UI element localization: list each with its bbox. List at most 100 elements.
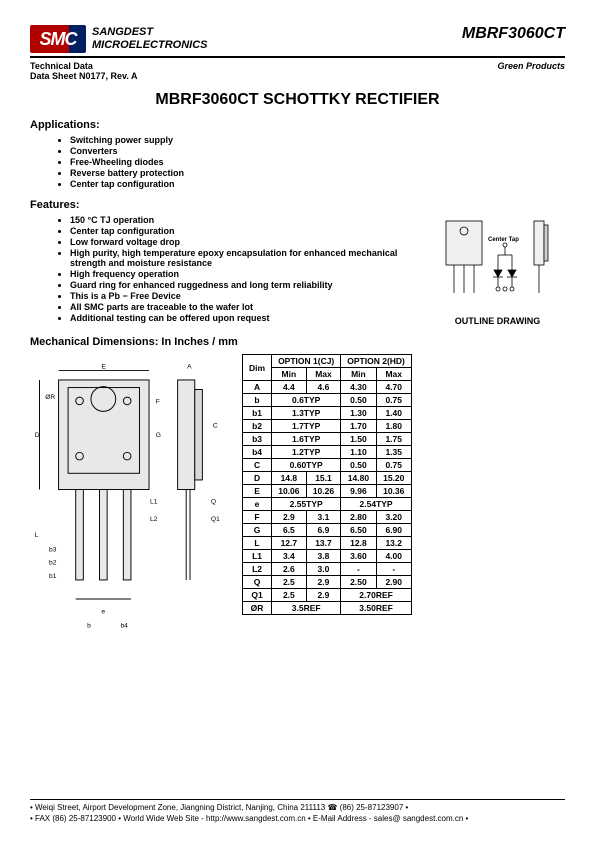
o2-min-cell: - bbox=[341, 563, 376, 576]
header: SMC SANGDEST MICROELECTRONICS MBRF3060CT bbox=[30, 25, 565, 58]
page-title: MBRF3060CT SCHOTTKY RECTIFIER bbox=[30, 91, 565, 109]
mech-drawing-icon: E A D F G ØR L L1 L2 C Q Q1 b3 b2 b1 e b… bbox=[30, 354, 230, 644]
o2-max-cell: 15.20 bbox=[376, 472, 411, 485]
table-row: e2.55TYP2.54TYP bbox=[243, 498, 412, 511]
o1-max-cell: 4.6 bbox=[306, 381, 341, 394]
svg-text:b2: b2 bbox=[49, 560, 57, 567]
dim-cell: ØR bbox=[243, 602, 272, 615]
footer-line2: • FAX (86) 25-87123900 • World Wide Web … bbox=[30, 814, 565, 824]
o1-min-cell: 12.7 bbox=[272, 537, 307, 550]
o2-max-cell: 2.90 bbox=[376, 576, 411, 589]
dim-cell: G bbox=[243, 524, 272, 537]
dim-cell: E bbox=[243, 485, 272, 498]
svg-text:L: L bbox=[35, 532, 39, 539]
o2-min-cell: 2.50 bbox=[341, 576, 376, 589]
svg-text:E: E bbox=[101, 364, 106, 371]
o2-min-cell: 0.50 bbox=[341, 459, 376, 472]
o2-max-cell: 10.36 bbox=[376, 485, 411, 498]
svg-text:F: F bbox=[156, 399, 160, 406]
table-row: b21.7TYP1.701.80 bbox=[243, 420, 412, 433]
o1-span-cell: 0.6TYP bbox=[272, 394, 341, 407]
dim-cell: b4 bbox=[243, 446, 272, 459]
mech-row: E A D F G ØR L L1 L2 C Q Q1 b3 b2 b1 e b… bbox=[30, 354, 565, 644]
o2-min-cell: 3.60 bbox=[341, 550, 376, 563]
list-item: Low forward voltage drop bbox=[70, 237, 430, 247]
o2-max-cell: 1.80 bbox=[376, 420, 411, 433]
company-logo: SMC bbox=[30, 25, 86, 53]
o2-max-cell: - bbox=[376, 563, 411, 576]
o2-min-cell: 1.30 bbox=[341, 407, 376, 420]
features-row: 150 °C TJ operation Center tap configura… bbox=[30, 215, 565, 326]
o2-max-cell: 1.35 bbox=[376, 446, 411, 459]
o1-span-cell: 3.5REF bbox=[272, 602, 341, 615]
tech-data-line1: Technical Data bbox=[30, 61, 138, 71]
dim-cell: L1 bbox=[243, 550, 272, 563]
tech-data-line2: Data Sheet N0177, Rev. A bbox=[30, 71, 138, 81]
logo-block: SMC SANGDEST MICROELECTRONICS bbox=[30, 25, 208, 53]
o1-span-cell: 0.60TYP bbox=[272, 459, 341, 472]
svg-text:b3: b3 bbox=[49, 546, 57, 553]
dim-cell: b3 bbox=[243, 433, 272, 446]
list-item: High purity, high temperature epoxy enca… bbox=[70, 248, 430, 268]
list-item: Additional testing can be offered upon r… bbox=[70, 313, 430, 323]
col-min: Min bbox=[341, 368, 376, 381]
list-item: Center tap configuration bbox=[70, 179, 565, 189]
list-item: Center tap configuration bbox=[70, 226, 430, 236]
table-row: ØR3.5REF3.50REF bbox=[243, 602, 412, 615]
o1-span-cell: 1.3TYP bbox=[272, 407, 341, 420]
outline-drawing-label: OUTLINE DRAWING bbox=[430, 316, 565, 326]
col-option2: OPTION 2(HD) bbox=[341, 355, 412, 368]
list-item: Free-Wheeling diodes bbox=[70, 157, 565, 167]
o1-max-cell: 2.9 bbox=[306, 589, 341, 602]
o1-span-cell: 1.7TYP bbox=[272, 420, 341, 433]
svg-text:b: b bbox=[87, 623, 91, 630]
o2-max-cell: 3.20 bbox=[376, 511, 411, 524]
table-row: b41.2TYP1.101.35 bbox=[243, 446, 412, 459]
o2-span-cell: 3.50REF bbox=[341, 602, 412, 615]
dimensions-table: Dim OPTION 1(CJ) OPTION 2(HD) Min Max Mi… bbox=[242, 354, 412, 615]
o2-max-cell: 6.90 bbox=[376, 524, 411, 537]
o2-min-cell: 12.8 bbox=[341, 537, 376, 550]
o2-min-cell: 6.50 bbox=[341, 524, 376, 537]
o1-min-cell: 2.6 bbox=[272, 563, 307, 576]
svg-text:ØR: ØR bbox=[45, 394, 55, 401]
list-item: Switching power supply bbox=[70, 135, 565, 145]
list-item: Reverse battery protection bbox=[70, 168, 565, 178]
part-number: MBRF3060CT bbox=[462, 25, 565, 43]
o1-min-cell: 2.5 bbox=[272, 576, 307, 589]
o1-max-cell: 6.9 bbox=[306, 524, 341, 537]
list-item: Guard ring for enhanced ruggedness and l… bbox=[70, 280, 430, 290]
tech-data-block: Technical Data Data Sheet N0177, Rev. A bbox=[30, 61, 138, 81]
o2-max-cell: 0.75 bbox=[376, 459, 411, 472]
applications-list: Switching power supply Converters Free-W… bbox=[70, 135, 565, 189]
company-line1: SANGDEST bbox=[92, 26, 208, 39]
col-max: Max bbox=[376, 368, 411, 381]
table-row: L12.713.712.813.2 bbox=[243, 537, 412, 550]
o1-min-cell: 14.8 bbox=[272, 472, 307, 485]
table-row: C0.60TYP0.500.75 bbox=[243, 459, 412, 472]
o1-min-cell: 2.5 bbox=[272, 589, 307, 602]
svg-text:L2: L2 bbox=[150, 516, 158, 523]
o2-min-cell: 1.70 bbox=[341, 420, 376, 433]
o2-max-cell: 1.40 bbox=[376, 407, 411, 420]
o1-max-cell: 2.9 bbox=[306, 576, 341, 589]
o1-span-cell: 2.55TYP bbox=[272, 498, 341, 511]
svg-text:Q: Q bbox=[211, 499, 216, 506]
table-row: b11.3TYP1.301.40 bbox=[243, 407, 412, 420]
list-item: This is a Pb − Free Device bbox=[70, 291, 430, 301]
table-row: L13.43.83.604.00 bbox=[243, 550, 412, 563]
footer-line1: • Weiqi Street, Airport Development Zone… bbox=[30, 803, 565, 813]
table-row: b0.6TYP0.500.75 bbox=[243, 394, 412, 407]
o2-min-cell: 1.10 bbox=[341, 446, 376, 459]
o2-span-cell: 2.70REF bbox=[341, 589, 412, 602]
svg-text:L1: L1 bbox=[150, 499, 158, 506]
o1-min-cell: 4.4 bbox=[272, 381, 307, 394]
o1-max-cell: 13.7 bbox=[306, 537, 341, 550]
o1-min-cell: 6.5 bbox=[272, 524, 307, 537]
table-row: G6.56.96.506.90 bbox=[243, 524, 412, 537]
o1-max-cell: 10.26 bbox=[306, 485, 341, 498]
footer: • Weiqi Street, Airport Development Zone… bbox=[30, 799, 565, 824]
o2-max-cell: 4.70 bbox=[376, 381, 411, 394]
dim-cell: F bbox=[243, 511, 272, 524]
table-row: L22.63.0-- bbox=[243, 563, 412, 576]
